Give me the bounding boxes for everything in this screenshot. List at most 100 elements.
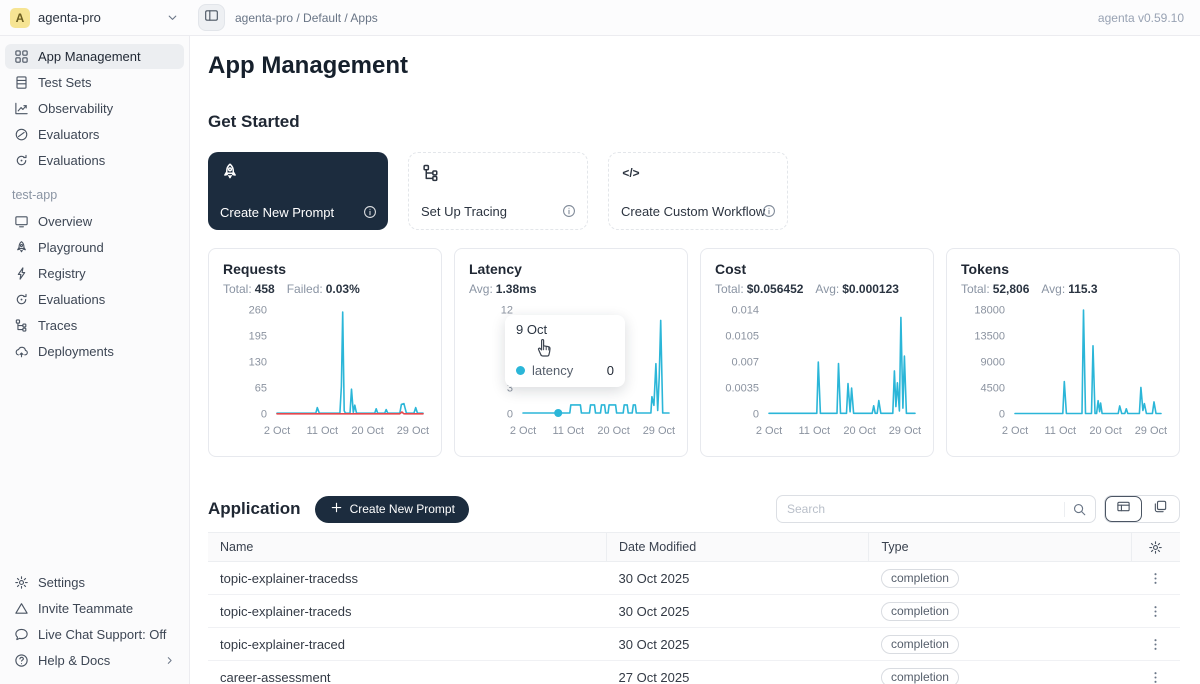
applications-table: NameDate ModifiedType topic-explainer-tr… (208, 532, 1180, 684)
search-input[interactable] (787, 502, 1064, 516)
svg-text:11 Oct: 11 Oct (799, 425, 831, 437)
sidebar-item-invite-teammate[interactable]: Invite Teammate (5, 596, 184, 621)
svg-text:130: 130 (249, 357, 267, 369)
app-name: topic-explainer-traceds (208, 595, 607, 628)
sidebar-item-label: Evaluations (38, 292, 105, 307)
sidebar-item-label: Overview (38, 214, 92, 229)
chevron-down-icon (165, 10, 180, 25)
sidebar-item-deployments[interactable]: Deployments (5, 339, 184, 364)
get-started-title: Get Started (208, 112, 1180, 132)
requests-chart: 2601951306502 Oct11 Oct20 Oct29 Oct (223, 302, 429, 454)
panel-icon (204, 8, 219, 28)
stat: Avg:1.38ms (469, 282, 537, 296)
chart-tooltip: 9 Octlatency0 (505, 315, 625, 387)
metric-title: Cost (715, 261, 919, 277)
sidebar-item-registry[interactable]: Registry (5, 261, 184, 286)
sidebar-item-playground[interactable]: Playground (5, 235, 184, 260)
svg-text:29 Oct: 29 Oct (397, 425, 429, 437)
create-new-prompt-button[interactable]: Create New Prompt (315, 496, 469, 523)
card-view-icon (1153, 499, 1168, 519)
date-modified: 30 Oct 2025 (607, 595, 869, 628)
chat-icon (13, 627, 29, 642)
table-row-topic-explainer-traceds[interactable]: topic-explainer-traceds30 Oct 2025comple… (208, 595, 1180, 628)
svg-text:11 Oct: 11 Oct (1045, 425, 1077, 437)
date-modified: 27 Oct 2025 (607, 661, 869, 684)
hovered-point-marker (554, 409, 562, 417)
app-name: topic-explainer-tracedss (208, 562, 607, 595)
sidebar-item-label: Test Sets (38, 75, 91, 90)
sidebar-item-evaluations[interactable]: Evaluations (5, 287, 184, 312)
svg-text:0.014: 0.014 (731, 305, 759, 317)
sidebar-item-observability[interactable]: Observability (5, 96, 184, 121)
testsets-icon (13, 75, 29, 90)
date-modified: 30 Oct 2025 (607, 562, 869, 595)
workspace-avatar: A (10, 8, 30, 28)
svg-text:2 Oct: 2 Oct (1002, 425, 1028, 437)
sidebar-item-help-docs[interactable]: Help & Docs (5, 648, 184, 673)
gear-icon (13, 575, 29, 590)
sidebar-item-label: Settings (38, 575, 85, 590)
svg-text:0: 0 (261, 409, 267, 421)
table-row-topic-explainer-tracedss[interactable]: topic-explainer-tracedss30 Oct 2025compl… (208, 562, 1180, 595)
create-custom-workflow-card[interactable]: </>Create Custom Workflow (608, 152, 788, 230)
cost-chart: 0.0140.01050.0070.003502 Oct11 Oct20 Oct… (715, 302, 921, 454)
app-name: topic-explainer-traced (208, 628, 607, 661)
type-badge: completion (881, 668, 959, 684)
row-actions-menu-icon[interactable] (1143, 637, 1168, 652)
sidebar-item-label: Help & Docs (38, 653, 110, 668)
info-icon[interactable] (762, 204, 776, 218)
sidebar-item-traces[interactable]: Traces (5, 313, 184, 338)
breadcrumb[interactable]: agenta-pro / Default / Apps (235, 11, 378, 25)
rocket-icon (13, 240, 29, 255)
latency-metric-card: LatencyAvg:1.38ms1296302 Oct11 Oct20 Oct… (454, 248, 688, 457)
column-settings-gear-icon[interactable] (1144, 540, 1168, 555)
card-view-button[interactable] (1142, 496, 1179, 522)
row-actions-menu-icon[interactable] (1143, 670, 1168, 684)
set-up-tracing-card[interactable]: Set Up Tracing (408, 152, 588, 230)
table-row-career-assessment[interactable]: career-assessment27 Oct 2025completion (208, 661, 1180, 684)
sidebar-item-app-management[interactable]: App Management (5, 44, 184, 69)
metric-title: Tokens (961, 261, 1165, 277)
sidebar-item-overview[interactable]: Overview (5, 209, 184, 234)
svg-text:</>: </> (622, 166, 639, 180)
info-icon[interactable] (562, 204, 576, 218)
svg-text:195: 195 (249, 331, 267, 343)
sidebar-item-test-sets[interactable]: Test Sets (5, 70, 184, 95)
code-icon: </> (621, 163, 775, 183)
top-bar: A agenta-pro agenta-pro / Default / Apps… (0, 0, 1200, 36)
row-actions-menu-icon[interactable] (1143, 571, 1168, 586)
sidebar-item-evaluations[interactable]: Evaluations (5, 148, 184, 173)
info-icon[interactable] (363, 205, 377, 219)
column-header-type: Type (869, 533, 1131, 562)
sidebar-collapse-button[interactable] (198, 4, 225, 31)
svg-text:0: 0 (753, 409, 759, 421)
svg-text:29 Oct: 29 Oct (889, 425, 921, 437)
requests-metric-card: RequestsTotal:458Failed:0.03%26019513065… (208, 248, 442, 457)
help-icon (13, 653, 29, 668)
sidebar-item-label: Deployments (38, 344, 114, 359)
svg-text:20 Oct: 20 Oct (843, 425, 875, 437)
row-actions-menu-icon[interactable] (1143, 604, 1168, 619)
view-toggle (1104, 495, 1180, 523)
sidebar-item-live-chat-support-off[interactable]: Live Chat Support: Off (5, 622, 184, 647)
svg-text:29 Oct: 29 Oct (643, 425, 675, 437)
svg-text:9000: 9000 (981, 357, 1005, 369)
svg-text:0.0105: 0.0105 (725, 331, 759, 343)
metric-title: Latency (469, 261, 673, 277)
main-content: App Management Get Started Create New Pr… (190, 36, 1200, 684)
type-badge: completion (881, 635, 959, 654)
svg-text:0: 0 (507, 409, 513, 421)
search-icon[interactable] (1064, 502, 1087, 517)
table-row-topic-explainer-traced[interactable]: topic-explainer-traced30 Oct 2025 complet… (208, 628, 1180, 661)
sidebar-item-label: Live Chat Support: Off (38, 627, 166, 642)
stat: Total:458 (223, 282, 275, 296)
create-new-prompt-card[interactable]: Create New Prompt (208, 152, 388, 230)
stat: Total:$0.056452 (715, 282, 803, 296)
table-view-button[interactable] (1105, 496, 1142, 522)
sidebar-item-evaluators[interactable]: Evaluators (5, 122, 184, 147)
svg-text:29 Oct: 29 Oct (1135, 425, 1167, 437)
sidebar-item-settings[interactable]: Settings (5, 570, 184, 595)
stat: Avg:115.3 (1041, 282, 1097, 296)
date-modified: 30 Oct 2025 (607, 628, 869, 661)
workspace-selector[interactable]: A agenta-pro (0, 0, 190, 35)
